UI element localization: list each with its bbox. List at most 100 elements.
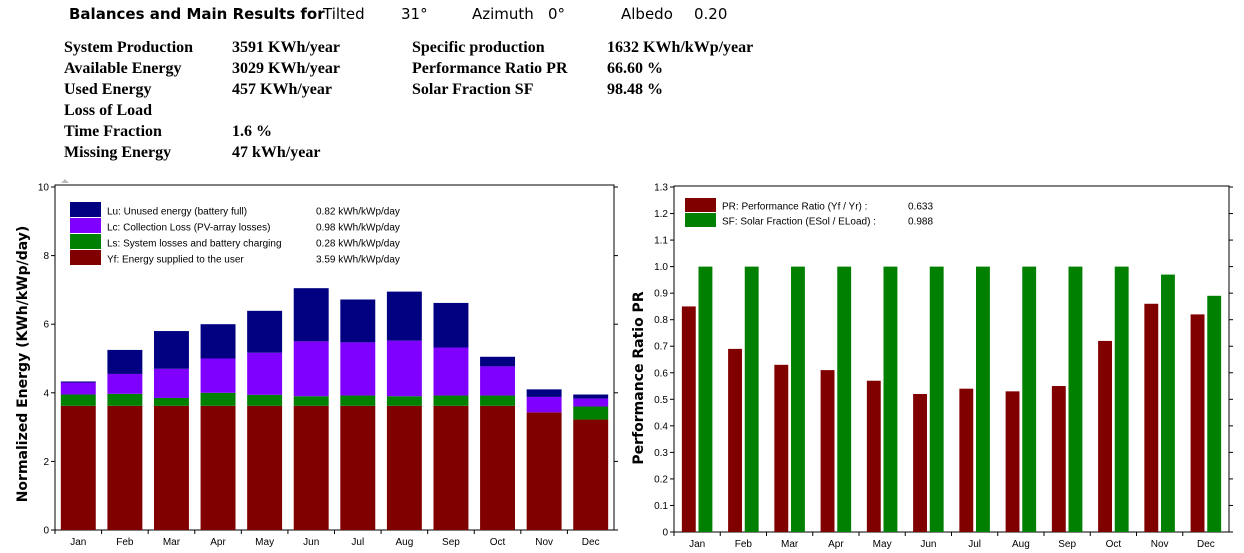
albedo-label: Albedo	[621, 5, 673, 23]
x-tick-label-jun: Jun	[303, 537, 319, 548]
bar-oct-series-0	[1098, 340, 1112, 532]
bar-nov-series-3	[526, 389, 562, 397]
bar-sep-series-1	[1068, 266, 1083, 532]
legend-swatch-1	[685, 213, 716, 227]
x-tick-label-jul: Jul	[968, 539, 981, 550]
x-tick-label-apr: Apr	[828, 539, 844, 550]
bar-may-series-0	[866, 380, 881, 532]
specific-production-value: 1632 KWh/kWp/year	[607, 39, 754, 56]
y-tick-label: 1.0	[654, 262, 668, 273]
bar-dec-series-0	[1190, 314, 1205, 532]
axis-scroll-up-icon[interactable]	[61, 179, 69, 183]
bar-nov-series-2	[526, 396, 562, 413]
bar-dec-series-0	[573, 419, 609, 530]
y-tick-label: 0.9	[654, 289, 668, 300]
legend-swatch-1	[70, 234, 101, 249]
bar-apr-series-3	[200, 324, 236, 359]
legend-swatch-0	[685, 198, 716, 212]
bar-may-series-1	[883, 266, 898, 532]
bar-jan-series-0	[60, 405, 96, 530]
bar-feb-series-1	[744, 266, 759, 532]
solar-fraction-label: Solar Fraction SF	[412, 81, 534, 98]
bar-sep-series-1	[433, 395, 469, 406]
bar-feb-series-3	[107, 349, 143, 374]
bar-aug-series-0	[1005, 391, 1020, 532]
bar-jul-series-3	[340, 299, 376, 343]
bar-oct-series-1	[480, 395, 516, 406]
bar-nov-series-1	[1161, 274, 1175, 532]
y-tick-label: 1.3	[654, 183, 668, 194]
performance-ratio-value: 66.60 %	[607, 60, 663, 77]
bar-jun-series-1	[293, 396, 329, 406]
y-tick-label: 0.3	[654, 448, 668, 459]
bar-oct-series-2	[480, 366, 516, 396]
y-tick-label: 0	[662, 528, 668, 539]
time-fraction-label: Time Fraction	[64, 123, 162, 140]
bar-jul-series-0	[340, 405, 376, 530]
bar-oct-series-0	[480, 405, 516, 530]
x-tick-label-sep: Sep	[442, 537, 460, 548]
y-tick-label: 0.4	[654, 421, 668, 432]
tilt-label: Tilted	[323, 5, 365, 23]
legend-label-3: Lu: Unused energy (battery full)	[107, 207, 247, 218]
bar-jun-series-3	[293, 288, 329, 342]
normalized-energy-chart: Normalized Energy (KWh/kWp/day) 0246810 …	[15, 179, 618, 548]
bar-nov-series-0	[526, 412, 562, 530]
available-energy-label: Available Energy	[64, 60, 182, 77]
legend-value-0: 0.633	[908, 202, 933, 213]
bar-jul-series-1	[340, 395, 376, 406]
x-tick-label-mar: Mar	[781, 539, 799, 550]
bar-aug-series-0	[386, 405, 422, 530]
bar-apr-series-1	[200, 392, 236, 406]
x-tick-label-oct: Oct	[1106, 539, 1122, 550]
bar-jun-series-0	[913, 394, 927, 532]
bar-jan-series-1	[698, 266, 713, 532]
legend-value-0: 3.59 kWh/kWp/day	[316, 255, 400, 266]
x-tick-label-aug: Aug	[1012, 539, 1030, 550]
legend-label-2: Lc: Collection Loss (PV-array losses)	[107, 223, 270, 234]
legend-swatch-0	[70, 250, 101, 265]
x-tick-label-feb: Feb	[116, 537, 134, 548]
bar-jul-series-2	[340, 342, 376, 396]
available-energy-value: 3029 KWh/year	[232, 60, 340, 77]
bar-may-series-2	[247, 352, 283, 395]
bar-feb-series-2	[107, 373, 143, 394]
bar-aug-series-3	[386, 291, 422, 341]
legend-value-2: 0.98 kWh/kWp/day	[316, 223, 400, 234]
x-tick-label-oct: Oct	[490, 537, 506, 548]
x-tick-label-jun: Jun	[920, 539, 936, 550]
y-tick-label: 0.7	[654, 342, 668, 353]
x-tick-label-jan: Jan	[70, 537, 86, 548]
y-tick-label: 8	[43, 251, 49, 262]
bar-feb-series-0	[107, 405, 143, 530]
x-tick-label-apr: Apr	[210, 537, 226, 548]
bar-feb-series-1	[107, 393, 143, 406]
pr-y-axis-label: Performance Ratio PR	[631, 291, 647, 464]
bar-mar-series-0	[774, 364, 789, 532]
y-tick-label: 2	[43, 457, 49, 468]
legend-label-0: Yf: Energy supplied to the user	[107, 255, 244, 266]
bar-mar-series-2	[153, 368, 189, 398]
y-tick-label: 0.2	[654, 474, 668, 485]
x-tick-label-sep: Sep	[1058, 539, 1076, 550]
bar-nov-series-0	[1144, 303, 1159, 532]
azimuth-value: 0°	[548, 5, 566, 23]
used-energy-label: Used Energy	[64, 81, 152, 98]
y-tick-label: 0.1	[654, 501, 668, 512]
y-tick-label: 0.8	[654, 315, 668, 326]
solar-fraction-value: 98.48 %	[607, 81, 663, 98]
bar-feb-series-0	[728, 348, 742, 532]
bar-apr-series-0	[820, 370, 835, 532]
specific-production-label: Specific production	[412, 39, 545, 56]
bar-apr-series-1	[837, 266, 852, 532]
legend-value-1: 0.28 kWh/kWp/day	[316, 239, 400, 250]
bar-mar-series-1	[153, 397, 189, 406]
legend-label-0: PR: Performance Ratio (Yf / Yr) :	[722, 202, 867, 213]
x-tick-label-jan: Jan	[689, 539, 705, 550]
missing-energy-value: 47 kWh/year	[232, 144, 321, 161]
y-tick-label: 4	[43, 388, 49, 399]
bar-apr-series-2	[200, 358, 236, 393]
used-energy-value: 457 KWh/year	[232, 81, 332, 98]
system-production-value: 3591 KWh/year	[232, 39, 340, 56]
y-tick-label: 1.1	[654, 236, 668, 247]
